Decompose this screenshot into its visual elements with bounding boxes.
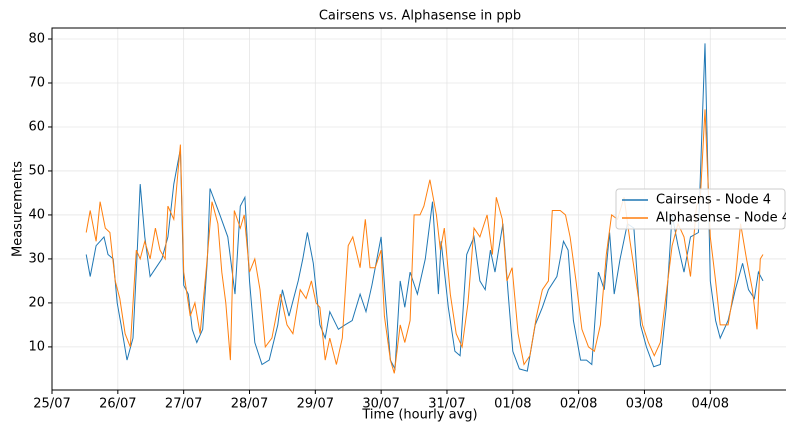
y-tick-label: 80 <box>28 31 45 46</box>
line-series <box>85 109 764 374</box>
legend: Cairsens - Node 4 Alphasense - Node 4 <box>615 188 786 230</box>
x-tick-label: 27/07 <box>165 397 202 412</box>
x-tick-label: 03/08 <box>626 397 663 412</box>
x-tick-label: 04/08 <box>692 397 729 412</box>
y-tick-label: 60 <box>28 119 45 134</box>
chart-title: Cairsens vs. Alphasense in ppb <box>319 9 521 24</box>
x-tick-label: 31/07 <box>428 397 465 412</box>
y-axis-label: Measurements <box>11 161 26 257</box>
axes-frame <box>51 27 786 391</box>
y-tick-label: 10 <box>28 339 45 354</box>
x-tick-label: 26/07 <box>99 397 136 412</box>
x-tick-label: 28/07 <box>231 397 268 412</box>
x-tick-label: 01/08 <box>494 397 531 412</box>
x-tick-label: 02/08 <box>560 397 597 412</box>
y-tick-label: 50 <box>28 163 45 178</box>
x-tick-label: 29/07 <box>297 397 334 412</box>
y-tick-label: 30 <box>28 251 45 266</box>
y-tick-label: 20 <box>28 295 45 310</box>
x-tick-label: 30/07 <box>362 397 399 412</box>
legend-label: Alphasense - Node 4 <box>656 211 786 226</box>
y-tick-label: 70 <box>28 75 45 90</box>
legend-label: Cairsens - Node 4 <box>656 193 771 208</box>
x-axis-label: Time (hourly avg) <box>361 408 477 423</box>
x-tick-label: 25/07 <box>33 397 70 412</box>
legend-box <box>615 188 786 230</box>
y-tick-label: 40 <box>28 207 45 222</box>
